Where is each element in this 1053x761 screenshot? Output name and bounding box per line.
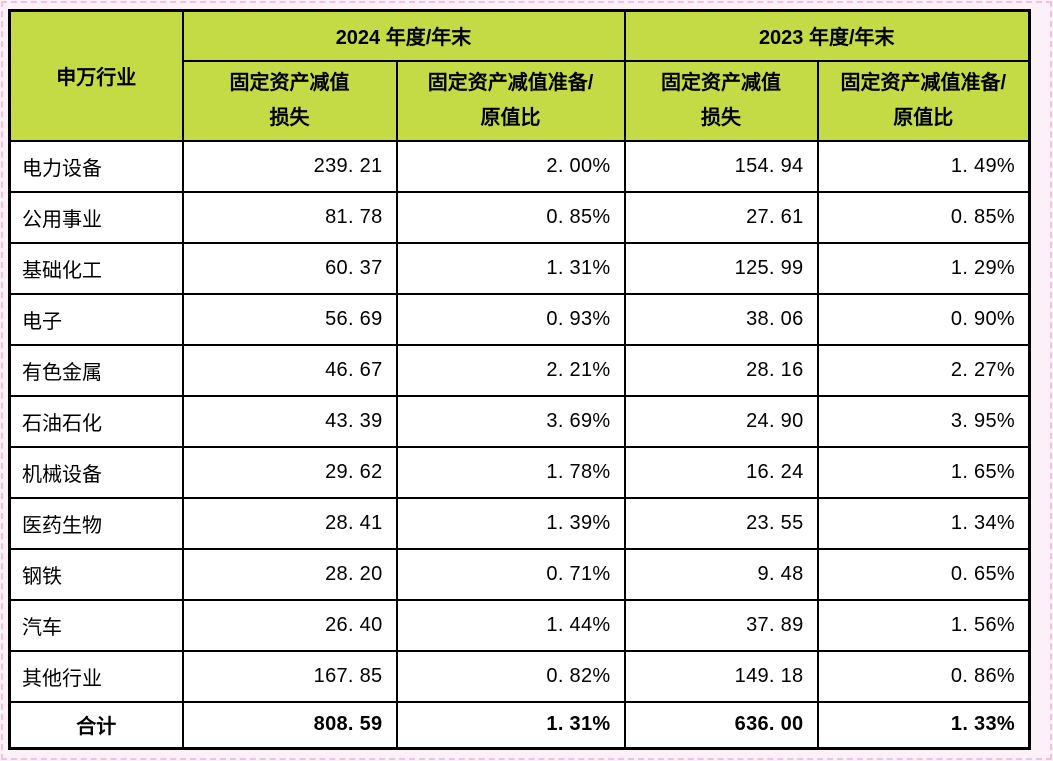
- loss-2023-cell: 38. 06: [623, 292, 819, 346]
- loss-2023-cell: 37. 89: [623, 598, 819, 652]
- subheader-ratio-2023-line2: 原值比: [893, 106, 954, 129]
- ratio-2023-cell: 1. 49%: [816, 139, 1031, 193]
- table-row: 机械设备 29. 62 1. 78% 16. 24 1. 65%: [8, 445, 1031, 499]
- table-row: 有色金属 46. 67 2. 21% 28. 16 2. 27%: [8, 343, 1031, 397]
- year-group-2024-header: 2024 年度/年末: [181, 9, 626, 62]
- subheader-ratio-2024: 固定资产减值准备/ 原值比: [395, 59, 626, 142]
- subheader-ratio-2023-line1: 固定资产减值准备/: [840, 71, 1007, 94]
- header-group-row: 申万行业 2024 年度/年末 2023 年度/年末: [8, 9, 1031, 142]
- ratio-2024-cell: 1. 78%: [395, 445, 626, 499]
- loss-2023-cell: 154. 94: [623, 139, 819, 193]
- ratio-2023-cell: 1. 29%: [816, 241, 1031, 295]
- subheader-loss-2023: 固定资产减值 损失: [623, 59, 819, 142]
- subheader-ratio-2023: 固定资产减值准备/ 原值比: [816, 59, 1031, 142]
- impairment-table: 申万行业 2024 年度/年末 2023 年度/年末 固定资产减值 损失 固定资…: [8, 9, 1031, 750]
- industry-cell: 钢铁: [8, 547, 184, 601]
- table-row: 汽车 26. 40 1. 44% 37. 89 1. 56%: [8, 598, 1031, 652]
- subheader-loss-2023-line2: 损失: [701, 106, 741, 129]
- loss-2024-cell: 26. 40: [181, 598, 398, 652]
- total-ratio-2024-cell: 1. 31%: [395, 700, 626, 750]
- industry-cell: 公用事业: [8, 190, 184, 244]
- ratio-2023-cell: 0. 65%: [816, 547, 1031, 601]
- industry-cell: 有色金属: [8, 343, 184, 397]
- industry-cell: 基础化工: [8, 241, 184, 295]
- ratio-2024-cell: 1. 44%: [395, 598, 626, 652]
- ratio-2024-cell: 2. 00%: [395, 139, 626, 193]
- table-row: 医药生物 28. 41 1. 39% 23. 55 1. 34%: [8, 496, 1031, 550]
- loss-2024-cell: 56. 69: [181, 292, 398, 346]
- loss-2023-cell: 9. 48: [623, 547, 819, 601]
- industry-cell: 机械设备: [8, 445, 184, 499]
- subheader-loss-2024-line1: 固定资产减值: [229, 71, 350, 94]
- loss-2024-cell: 60. 37: [181, 241, 398, 295]
- table-row: 基础化工 60. 37 1. 31% 125. 99 1. 29%: [8, 241, 1031, 295]
- ratio-2024-cell: 0. 71%: [395, 547, 626, 601]
- loss-2024-cell: 167. 85: [181, 649, 398, 703]
- loss-2023-cell: 125. 99: [623, 241, 819, 295]
- total-row: 合计 808. 59 1. 31% 636. 00 1. 33%: [8, 700, 1031, 750]
- ratio-2023-cell: 0. 85%: [816, 190, 1031, 244]
- loss-2024-cell: 81. 78: [181, 190, 398, 244]
- loss-2023-cell: 149. 18: [623, 649, 819, 703]
- total-loss-2023-cell: 636. 00: [623, 700, 819, 750]
- loss-2024-cell: 43. 39: [181, 394, 398, 448]
- ratio-2024-cell: 1. 39%: [395, 496, 626, 550]
- ratio-2024-cell: 0. 82%: [395, 649, 626, 703]
- ratio-2023-cell: 0. 86%: [816, 649, 1031, 703]
- ratio-2024-cell: 1. 31%: [395, 241, 626, 295]
- loss-2023-cell: 27. 61: [623, 190, 819, 244]
- ratio-2023-cell: 1. 56%: [816, 598, 1031, 652]
- industry-cell: 电力设备: [8, 139, 184, 193]
- table-row: 电力设备 239. 21 2. 00% 154. 94 1. 49%: [8, 139, 1031, 193]
- industry-cell: 医药生物: [8, 496, 184, 550]
- ratio-2024-cell: 0. 85%: [395, 190, 626, 244]
- ratio-2023-cell: 3. 95%: [816, 394, 1031, 448]
- subheader-loss-2023-line1: 固定资产减值: [661, 71, 781, 94]
- ratio-2024-cell: 0. 93%: [395, 292, 626, 346]
- loss-2024-cell: 28. 20: [181, 547, 398, 601]
- industry-cell: 石油石化: [8, 394, 184, 448]
- table-row: 石油石化 43. 39 3. 69% 24. 90 3. 95%: [8, 394, 1031, 448]
- industry-cell: 电子: [8, 292, 184, 346]
- subheader-ratio-2024-line1: 固定资产减值准备/: [427, 71, 594, 94]
- total-ratio-2023-cell: 1. 33%: [816, 700, 1031, 750]
- total-loss-2024-cell: 808. 59: [181, 700, 398, 750]
- subheader-ratio-2024-line2: 原值比: [480, 106, 541, 129]
- loss-2024-cell: 29. 62: [181, 445, 398, 499]
- ratio-2023-cell: 2. 27%: [816, 343, 1031, 397]
- loss-2024-cell: 46. 67: [181, 343, 398, 397]
- subheader-loss-2024-line2: 损失: [269, 106, 310, 129]
- loss-2023-cell: 23. 55: [623, 496, 819, 550]
- ratio-2023-cell: 1. 34%: [816, 496, 1031, 550]
- year-group-2023-header: 2023 年度/年末: [623, 9, 1031, 62]
- industry-cell: 其他行业: [8, 649, 184, 703]
- loss-2024-cell: 28. 41: [181, 496, 398, 550]
- table-row: 公用事业 81. 78 0. 85% 27. 61 0. 85%: [8, 190, 1031, 244]
- industry-cell: 汽车: [8, 598, 184, 652]
- ratio-2024-cell: 3. 69%: [395, 394, 626, 448]
- subheader-loss-2024: 固定资产减值 损失: [181, 59, 398, 142]
- table-row: 钢铁 28. 20 0. 71% 9. 48 0. 65%: [8, 547, 1031, 601]
- loss-2023-cell: 16. 24: [623, 445, 819, 499]
- header-sub-row: 固定资产减值 损失 固定资产减值准备/ 原值比 固定资产减值 损失 固定资产减值…: [10, 59, 1031, 142]
- ratio-2023-cell: 1. 65%: [816, 445, 1031, 499]
- ratio-2024-cell: 2. 21%: [395, 343, 626, 397]
- ratio-2023-cell: 0. 90%: [816, 292, 1031, 346]
- table-row: 其他行业 167. 85 0. 82% 149. 18 0. 86%: [8, 649, 1031, 703]
- table-row: 电子 56. 69 0. 93% 38. 06 0. 90%: [8, 292, 1031, 346]
- loss-2024-cell: 239. 21: [181, 139, 398, 193]
- loss-2023-cell: 24. 90: [623, 394, 819, 448]
- loss-2023-cell: 28. 16: [623, 343, 819, 397]
- total-label-cell: 合计: [8, 700, 184, 750]
- industry-column-header: 申万行业: [8, 9, 184, 142]
